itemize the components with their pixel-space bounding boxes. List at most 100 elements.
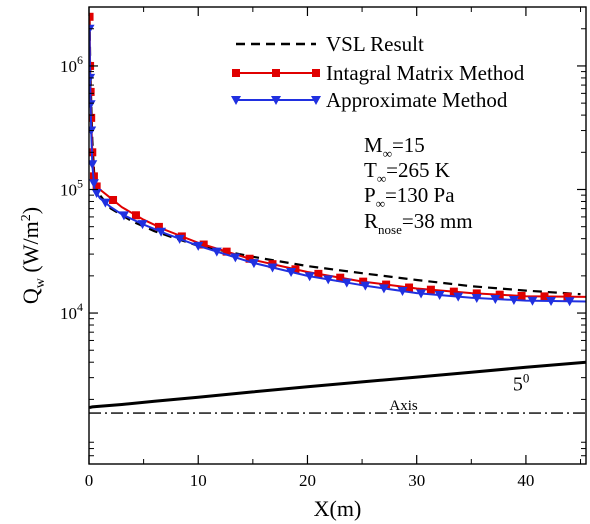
y-tick-label: 104	[60, 300, 83, 323]
series-1-marker-9	[154, 222, 163, 231]
series-2-marker-12	[193, 241, 204, 251]
condition-value: =38 mm	[402, 209, 473, 233]
series-1-marker-11	[199, 240, 208, 249]
series-2-marker-21	[360, 281, 371, 291]
x-tick-label: 20	[299, 471, 316, 490]
condition-0: M∞=15	[364, 133, 425, 161]
series-1-marker-17	[336, 273, 345, 282]
legend-marker-2-1	[271, 96, 281, 105]
legend-marker-2-0	[231, 96, 241, 105]
series-2-marker-29	[508, 296, 519, 306]
series-2-marker-9	[137, 220, 148, 230]
condition-subscript: nose	[378, 222, 402, 237]
series-2-marker-27	[471, 294, 482, 304]
legend-label-1: Intagral Matrix Method	[326, 61, 525, 85]
series-2-marker-7	[100, 198, 111, 208]
cone-angle-degree: 0	[523, 371, 530, 386]
y-tick-base: 10	[60, 304, 77, 323]
series-1-marker-0	[89, 12, 94, 21]
condition-value: =130 Pa	[385, 183, 455, 207]
series-2-marker-16	[267, 263, 278, 273]
y-label-units: (W/m	[18, 221, 43, 278]
condition-subscript: ∞	[377, 171, 386, 186]
body-contour-line	[89, 360, 586, 410]
plot-frame	[88, 6, 587, 465]
axis-line-label: Axis	[389, 398, 418, 414]
body-geometry-layer: 50 Axis	[89, 360, 586, 414]
condition-subscript: ∞	[383, 146, 392, 161]
cone-angle-value: 5	[513, 374, 523, 396]
x-tick-label: 30	[408, 471, 425, 490]
legend-marker-1-0	[232, 69, 240, 77]
series-1-marker-7	[109, 195, 118, 204]
condition-1: T∞=265 K	[364, 158, 450, 186]
series-2-marker-10	[156, 227, 167, 237]
series-2-marker-5	[89, 179, 99, 189]
series-2-marker-6	[91, 188, 102, 198]
condition-symbol: R	[364, 209, 378, 233]
y-tick-base: 10	[60, 57, 77, 76]
series-line-2	[89, 28, 586, 303]
legend-label-0: VSL Result	[326, 32, 424, 56]
series-1-marker-13	[245, 254, 254, 263]
series-2-marker-23	[397, 287, 408, 297]
series-line-1	[89, 16, 586, 298]
series-1-marker-26	[540, 292, 549, 301]
series-1-marker-15	[291, 265, 300, 274]
series-2-marker-28	[490, 295, 501, 305]
series-1-marker-25	[517, 291, 526, 300]
series-2-marker-14	[230, 253, 241, 263]
series-2-marker-11	[174, 234, 185, 244]
series-2-marker-17	[286, 267, 297, 277]
condition-2: P∞=130 Pa	[364, 183, 455, 211]
series-2-marker-26	[453, 292, 464, 302]
cone-angle-label: 50	[513, 371, 530, 396]
y-axis-label: Qw (W/m2)	[18, 207, 48, 304]
legend-marker-1-1	[272, 69, 280, 77]
y-tick-exponent: 5	[77, 176, 83, 190]
condition-symbol: T	[364, 158, 377, 182]
y-label-close: )	[18, 207, 43, 214]
axis-label-layer: X(m) Qw (W/m2)	[18, 207, 361, 521]
y-label-superscript: 2	[19, 214, 34, 221]
condition-3: Rnose=38 mm	[364, 209, 473, 237]
series-2-marker-18	[304, 272, 315, 282]
x-tick-label: 10	[190, 471, 207, 490]
x-tick-label: 40	[517, 471, 534, 490]
curve-layer	[89, 12, 586, 307]
condition-symbol: M	[364, 133, 383, 157]
series-line-0	[89, 16, 581, 296]
series-2-marker-8	[118, 211, 129, 221]
legend-label-2: Approximate Method	[326, 88, 508, 112]
series-1-marker-6	[92, 182, 101, 191]
y-tick-exponent: 4	[77, 300, 83, 314]
series-1-marker-22	[449, 287, 458, 296]
series-2-marker-4	[89, 160, 98, 170]
condition-subscript: ∞	[376, 196, 385, 211]
y-label-subscript: w	[33, 277, 48, 288]
series-1-marker-21	[426, 285, 435, 294]
series-1-marker-18	[359, 277, 368, 286]
series-2-marker-32	[564, 297, 575, 307]
series-1-marker-12	[222, 247, 231, 256]
series-1-marker-27	[563, 292, 572, 301]
series-1-marker-2	[89, 87, 95, 96]
series-1-marker-20	[405, 283, 414, 292]
series-2-marker-22	[378, 284, 389, 294]
y-tick-label: 106	[60, 53, 83, 76]
condition-value: =15	[392, 133, 425, 157]
series-1-marker-3	[89, 113, 96, 122]
series-2-marker-30	[527, 296, 538, 306]
condition-value: =265 K	[386, 158, 450, 182]
series-2-marker-19	[323, 275, 334, 285]
series-2-marker-25	[434, 291, 445, 301]
y-tick-base: 10	[60, 180, 77, 199]
legend: VSL Result Intagral Matrix Method Approxim…	[231, 32, 525, 112]
series-2-marker-20	[341, 278, 352, 288]
x-axis-label: X(m)	[314, 496, 362, 521]
series-1-marker-16	[314, 269, 323, 278]
series-2-marker-2	[89, 100, 96, 110]
